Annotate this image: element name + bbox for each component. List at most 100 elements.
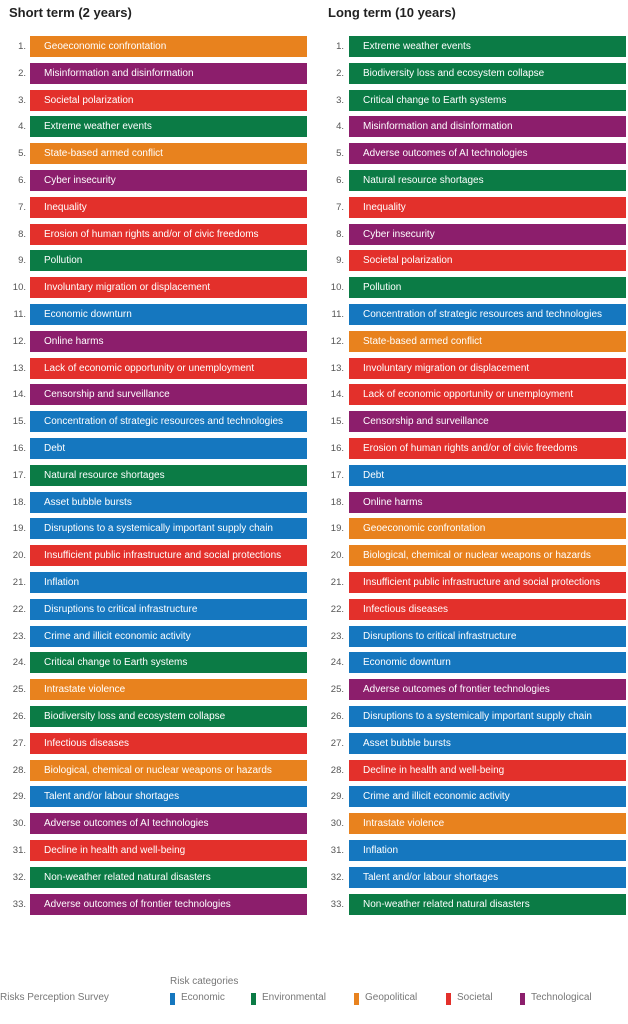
rank-number: 18. [12,496,26,508]
risk-bar: Geoeconomic confrontation [349,518,626,540]
rank-number: 9. [336,255,344,267]
rank-number: 12. [12,335,26,347]
risk-bar: Societal polarization [349,250,626,272]
rank-number: 6. [336,175,344,186]
risk-bar: Online harms [30,330,307,352]
rank-number: 24. [330,657,344,669]
rank-number: 22. [12,603,26,615]
rank-number: 2. [336,67,344,79]
risk-bar: Debt [349,464,626,486]
rank-number: 5. [336,148,344,160]
rank-number: 1. [18,41,26,52]
risk-bar: Biological, chemical or nuclear weapons … [349,545,626,567]
rank-number: 21. [12,577,26,588]
risk-bar: Adverse outcomes of frontier technologie… [30,893,307,915]
risk-bar: Talent and/or labour shortages [30,786,307,808]
risk-bar: Geoeconomic confrontation [30,36,307,57]
risk-bar: Crime and illicit economic activity [349,786,626,808]
risk-bar: Adverse outcomes of frontier technologie… [349,679,626,701]
risk-bar: Disruptions to critical infrastructure [349,625,626,647]
rank-number: 17. [12,469,26,481]
rank-number: 11. [13,309,26,320]
rank-number: 20. [330,550,344,562]
rank-number: 11. [331,309,344,320]
rank-number: 13. [12,362,26,374]
risk-bar: Inflation [349,840,626,861]
risk-bar: Disruptions to critical infrastructure [30,598,307,620]
risk-bar: Online harms [349,491,626,513]
risk-bar: Infectious diseases [349,598,626,620]
rank-number: 27. [330,737,344,749]
risk-bar: Infectious diseases [30,732,307,754]
rank-number: 25. [12,684,26,696]
risk-bar: Disruptions to a systemically important … [349,706,626,727]
rank-number: 14. [12,389,26,401]
risk-bar: Lack of economic opportunity or unemploy… [349,384,626,406]
risk-bar: Decline in health and well-being [30,840,307,861]
risk-bar: Involuntary migration or displacement [349,357,626,379]
legend-swatch [446,993,451,1005]
rank-number: 31. [330,845,344,856]
risk-bar: Extreme weather events [349,36,626,57]
rank-number: 20. [12,550,26,562]
risk-bar: Natural resource shortages [30,464,307,486]
rank-number: 12. [330,335,344,347]
legend-label: Economic [181,992,225,1003]
risk-bar: Censorship and surveillance [30,384,307,406]
risk-bar: Critical change to Earth systems [349,89,626,111]
risk-bar: Misinformation and disinformation [349,116,626,138]
risk-bar: Biodiversity loss and ecosystem collapse [30,706,307,727]
rank-number: 8. [18,228,26,240]
risk-bar: Talent and/or labour shortages [349,866,626,888]
risk-bar: Economic downturn [30,304,307,325]
risk-bar: State-based armed conflict [30,143,307,165]
risk-bar: State-based armed conflict [349,330,626,352]
rank-number: 32. [330,871,344,883]
rank-number: 21. [330,577,344,588]
rank-number: 29. [12,791,26,803]
risk-bar: Cyber insecurity [30,170,307,191]
legend-label: Technological [531,992,592,1003]
risk-bar: Erosion of human rights and/or of civic … [30,223,307,245]
legend-swatch [520,993,525,1005]
rank-number: 29. [330,791,344,803]
rank-number: 26. [12,711,26,722]
rank-number: 30. [330,818,344,830]
risk-bar: Economic downturn [349,652,626,674]
risk-bar: Natural resource shortages [349,170,626,191]
rank-number: 31. [12,845,26,856]
risk-bar: Censorship and surveillance [349,411,626,433]
risk-bar: Intrastate violence [349,813,626,835]
rank-number: 23. [330,630,344,642]
rank-number: 16. [330,443,344,454]
legend-label: Societal [457,992,493,1003]
rank-number: 8. [336,228,344,240]
risk-bar: Debt [30,438,307,459]
legend-swatch [354,993,359,1005]
risk-bar: Crime and illicit economic activity [30,625,307,647]
column-title: Short term (2 years) [9,5,132,20]
rank-number: 5. [18,148,26,160]
risk-bar: Extreme weather events [30,116,307,138]
risk-bar: Pollution [30,250,307,272]
rank-number: 10. [12,282,26,294]
risk-bar: Insufficient public infrastructure and s… [349,572,626,593]
risk-bar: Concentration of strategic resources and… [349,304,626,325]
rank-number: 10. [330,282,344,294]
column-title: Long term (10 years) [328,5,456,20]
risk-bar: Disruptions to a systemically important … [30,518,307,540]
rank-number: 19. [330,523,344,535]
rank-number: 32. [12,871,26,883]
risk-bar: Decline in health and well-being [349,759,626,781]
risk-bar: Erosion of human rights and/or of civic … [349,438,626,459]
legend-swatch [251,993,256,1005]
rank-number: 13. [330,362,344,374]
rank-number: 4. [336,121,344,133]
rank-number: 24. [12,657,26,669]
risk-bar: Inequality [30,196,307,218]
rank-number: 14. [330,389,344,401]
risk-bar: Intrastate violence [30,679,307,701]
rank-number: 25. [330,684,344,696]
legend-swatch [170,993,175,1005]
